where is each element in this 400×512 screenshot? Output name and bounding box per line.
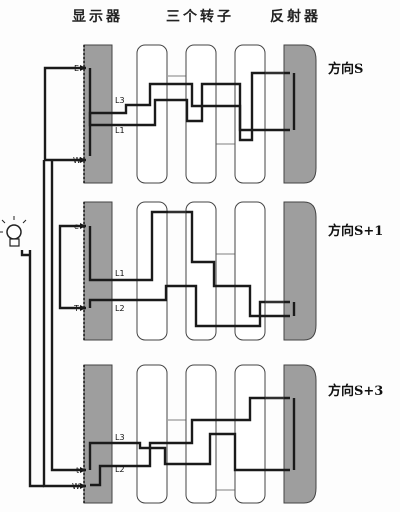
wire-path-1 [88, 68, 290, 132]
wire-path-1 [88, 210, 290, 318]
bulb-ray [1, 219, 6, 224]
line-label-l1: L1 [115, 269, 125, 278]
reflector-block [283, 364, 317, 504]
rotor-right [234, 364, 266, 504]
bus-wire-middle [58, 224, 86, 310]
rotor-right [234, 44, 266, 184]
reflector-header: 反射器 [270, 9, 321, 25]
reflector-block [283, 201, 317, 341]
line-label-l2: L2 [115, 465, 125, 474]
position-label-s1: 方向S+1 [328, 224, 384, 239]
display-header: 显示器 [72, 9, 123, 25]
rotor-left [136, 364, 168, 504]
line-label-l3: L3 [115, 433, 125, 442]
wire-path-2 [88, 284, 290, 328]
bulb-glass [6, 224, 22, 240]
wire-path-2 [88, 71, 290, 156]
bulb-base [9, 238, 20, 247]
rotor-right [234, 201, 266, 341]
left-bus [20, 66, 86, 488]
rotor-left [136, 44, 168, 184]
bus-wire-top [43, 66, 86, 162]
rotor-middle [185, 201, 217, 341]
rotors-header: 三个转子 [166, 9, 234, 25]
position-label-s: 方向S [328, 62, 364, 77]
lamp-feed-wire [20, 250, 30, 257]
display-block [83, 364, 113, 504]
light-bulb-icon [0, 216, 27, 247]
line-label-l3: L3 [115, 96, 125, 105]
lamp-return-wire [28, 250, 44, 488]
panel-s1: L1 L2 e T [73, 201, 317, 341]
bus-wire-lower [50, 160, 86, 472]
bus-wire-bottom [42, 160, 86, 488]
display-block [83, 201, 113, 341]
panel-s: L3 L1 E W [73, 44, 317, 184]
panel-s3: L3 L2 t W [72, 364, 317, 504]
position-label-s3: 方向S+3 [328, 384, 384, 399]
wire-path-2 [90, 396, 290, 487]
line-label-l2: L2 [115, 304, 125, 313]
reflector-block [283, 44, 317, 184]
wire-path-1 [88, 432, 290, 472]
line-label-l1: L1 [115, 126, 125, 135]
bulb-ray [22, 219, 27, 224]
